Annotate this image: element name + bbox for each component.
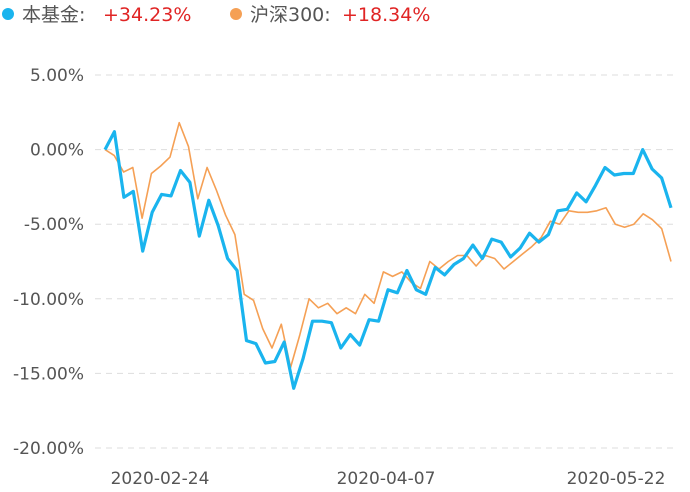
y-tick-label: -15.00% — [13, 364, 84, 384]
legend-value-fund: +34.23% — [103, 4, 191, 26]
dot-icon — [230, 8, 242, 20]
y-tick-label: 0.00% — [30, 141, 84, 161]
y-tick-label: -5.00% — [24, 215, 84, 235]
x-tick-label: 2020-05-22 — [567, 469, 666, 489]
x-tick-label: 2020-04-07 — [337, 469, 436, 489]
legend-item-fund[interactable]: 本基金: +34.23% — [2, 4, 191, 26]
series-lines — [103, 121, 673, 390]
legend-label-index: 沪深300: — [250, 4, 331, 26]
x-tick-label: 2020-02-24 — [111, 469, 210, 489]
dot-icon — [2, 8, 14, 20]
x-axis: 2020-02-24 2020-04-07 2020-05-22 — [111, 469, 666, 489]
legend: 本基金: +34.23% 沪深300: +18.34% — [2, 4, 430, 26]
legend-value-index: +18.34% — [342, 4, 430, 26]
legend-label-fund: 本基金: — [22, 4, 85, 26]
index-line — [104, 121, 672, 369]
fund-line — [103, 130, 673, 390]
y-tick-label: -10.00% — [13, 290, 84, 310]
y-axis: 5.00% 0.00% -5.00% -10.00% -15.00% -20.00% — [13, 66, 84, 459]
y-tick-label: -20.00% — [13, 439, 84, 459]
y-tick-label: 5.00% — [30, 66, 84, 86]
legend-item-index[interactable]: 沪深300: +18.34% — [230, 4, 430, 26]
